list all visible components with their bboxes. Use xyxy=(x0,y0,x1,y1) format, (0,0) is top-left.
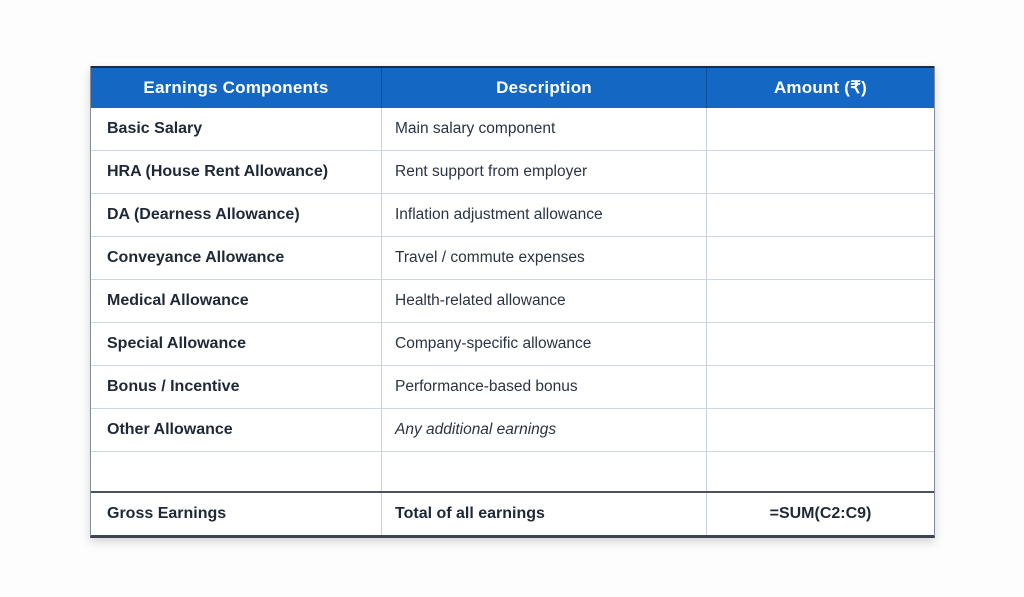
table-row: HRA (House Rent Allowance) Rent support … xyxy=(91,151,934,194)
empty-row xyxy=(91,452,934,493)
component-cell: HRA (House Rent Allowance) xyxy=(107,163,329,180)
gross-label-cell: Gross Earnings xyxy=(107,505,227,522)
description-cell: Inflation adjustment allowance xyxy=(381,194,706,236)
amount-cell xyxy=(706,409,934,451)
gross-description-cell: Total of all earnings xyxy=(381,493,706,535)
amount-cell xyxy=(706,237,934,279)
table-row: DA (Dearness Allowance) Inflation adjust… xyxy=(91,194,934,237)
gross-earnings-row: Gross Earnings Total of all earnings =SU… xyxy=(91,493,934,535)
description-cell: Any additional earnings xyxy=(381,409,706,451)
description-cell xyxy=(381,452,706,491)
description-cell: Travel / commute expenses xyxy=(381,237,706,279)
header-cell-earnings-components: Earnings Components xyxy=(143,78,329,97)
component-cell: Medical Allowance xyxy=(107,292,249,309)
amount-cell xyxy=(706,108,934,150)
header-cell-description: Description xyxy=(381,68,706,108)
component-cell: Conveyance Allowance xyxy=(107,249,285,266)
amount-cell xyxy=(706,452,934,491)
amount-cell xyxy=(706,151,934,193)
header-cell-amount: Amount (₹) xyxy=(706,68,934,108)
gross-formula-cell: =SUM(C2:C9) xyxy=(706,493,934,535)
component-cell: Other Allowance xyxy=(107,421,233,438)
description-cell: Rent support from employer xyxy=(381,151,706,193)
earnings-table: Earnings Components Description Amount (… xyxy=(90,66,935,538)
amount-cell xyxy=(706,323,934,365)
component-cell: Special Allowance xyxy=(107,335,247,352)
table-row: Other Allowance Any additional earnings xyxy=(91,409,934,452)
component-cell: Bonus / Incentive xyxy=(107,378,240,395)
table-row: Special Allowance Company-specific allow… xyxy=(91,323,934,366)
description-cell: Main salary component xyxy=(381,108,706,150)
description-cell: Performance-based bonus xyxy=(381,366,706,408)
description-cell: Company-specific allowance xyxy=(381,323,706,365)
amount-cell xyxy=(706,366,934,408)
table-row: Medical Allowance Health-related allowan… xyxy=(91,280,934,323)
table-header-row: Earnings Components Description Amount (… xyxy=(91,66,934,108)
component-cell: Basic Salary xyxy=(107,120,203,137)
table-row: Conveyance Allowance Travel / commute ex… xyxy=(91,237,934,280)
description-cell: Health-related allowance xyxy=(381,280,706,322)
table-row: Bonus / Incentive Performance-based bonu… xyxy=(91,366,934,409)
amount-cell xyxy=(706,194,934,236)
component-cell: DA (Dearness Allowance) xyxy=(107,206,300,223)
component-cell xyxy=(91,452,381,491)
amount-cell xyxy=(706,280,934,322)
table-row: Basic Salary Main salary component xyxy=(91,108,934,151)
